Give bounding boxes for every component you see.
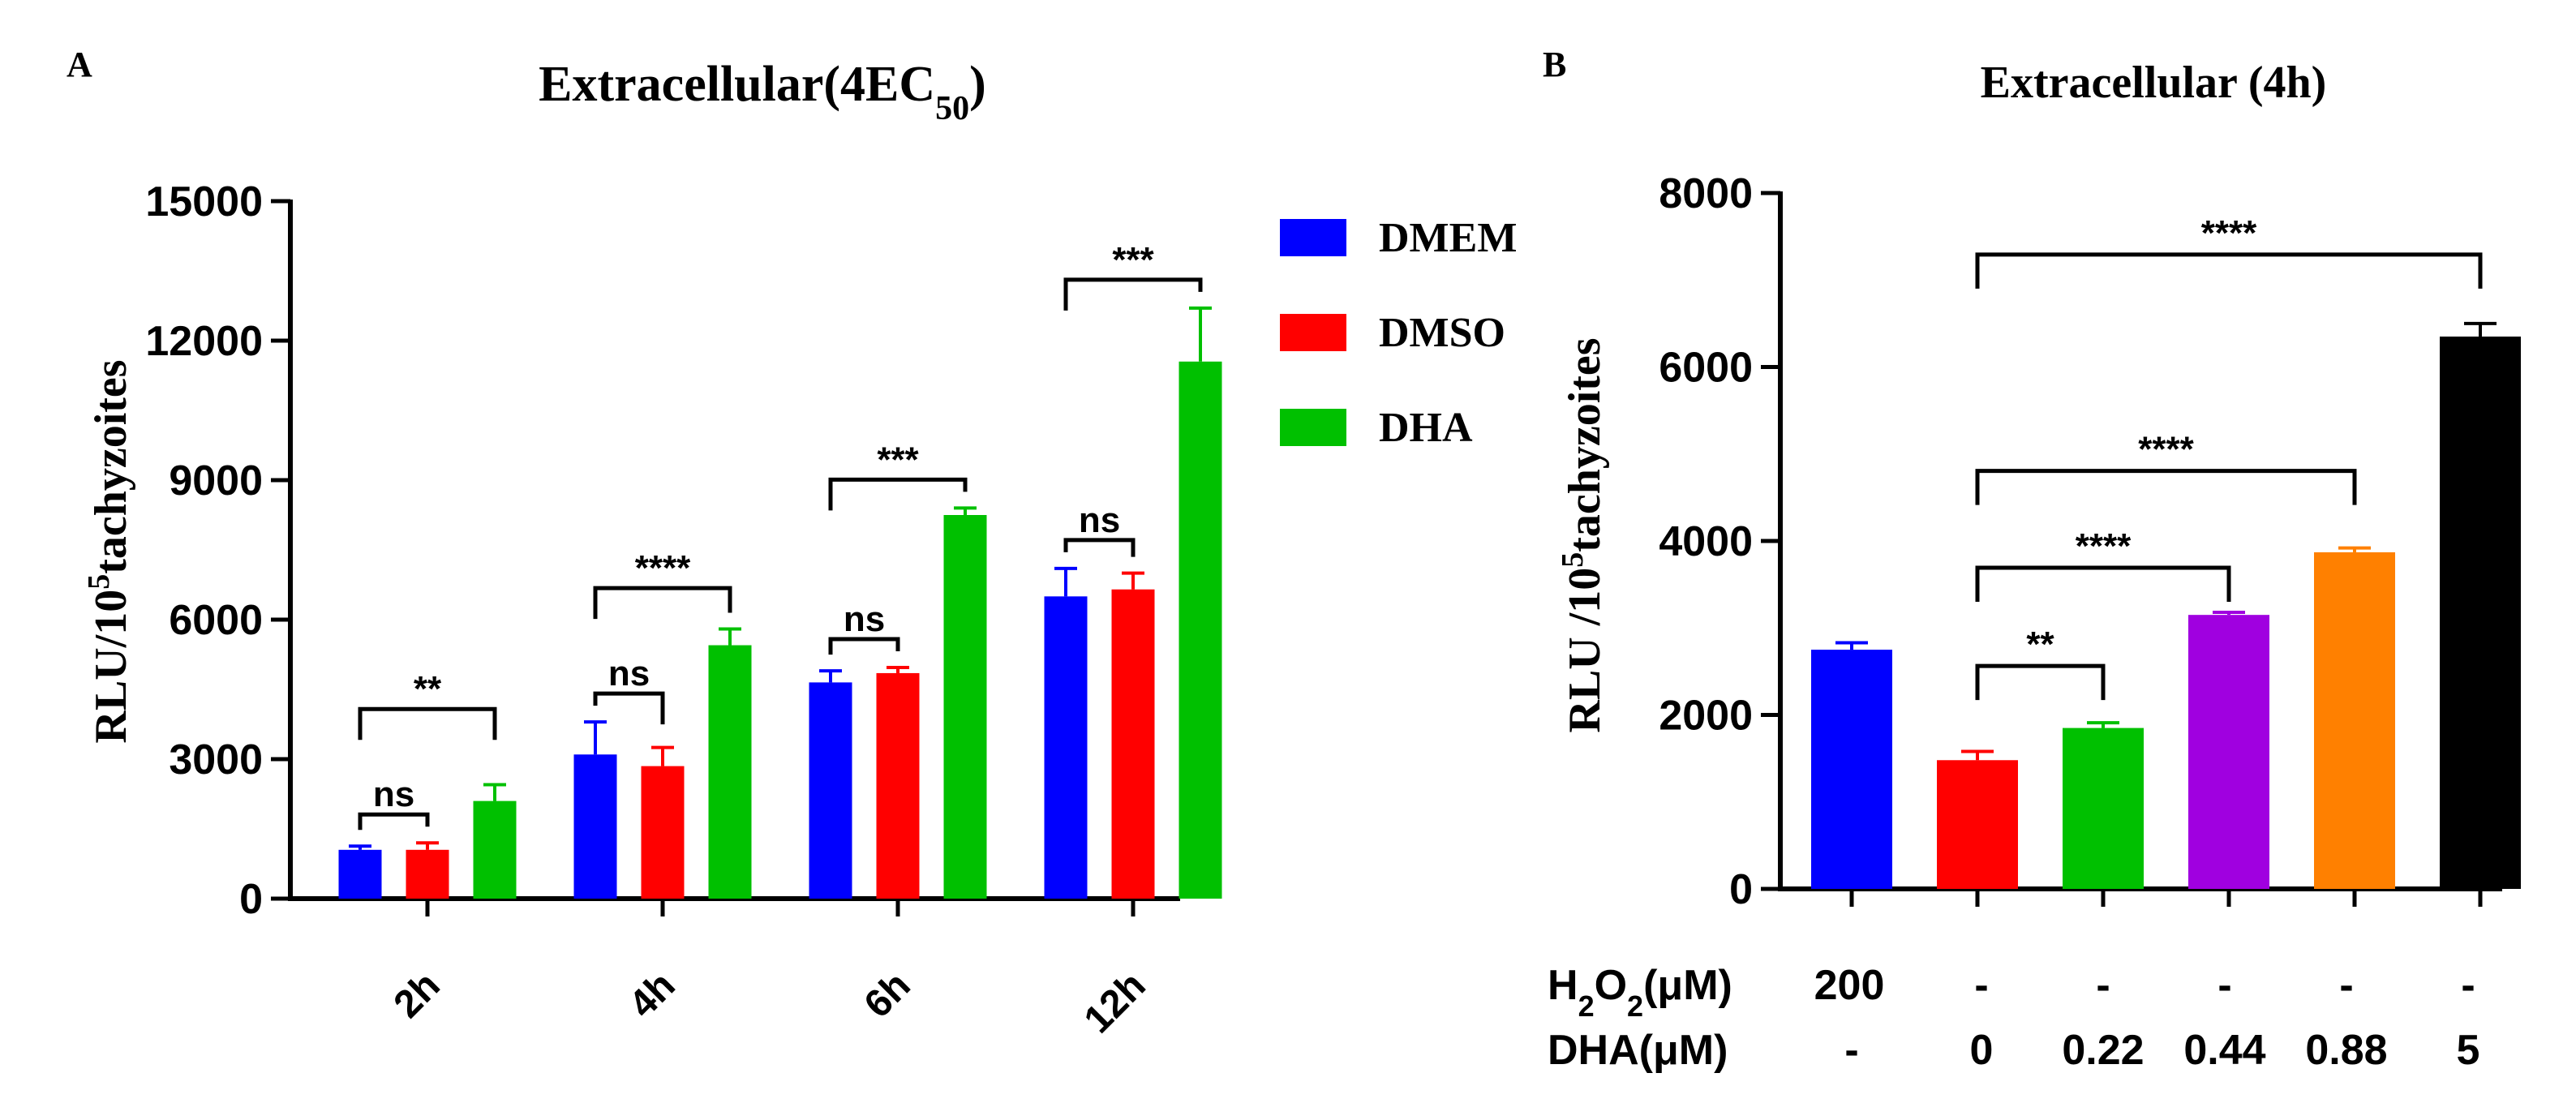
panel-a-label: A <box>67 45 92 84</box>
panel-b-significance-label: **** <box>2201 213 2257 253</box>
panel-a-y-tick-label: 12000 <box>145 318 263 365</box>
panel-a-y-tick-label: 3000 <box>169 736 263 783</box>
panel-a-x-tick-label: 6h <box>857 964 919 1026</box>
panel-a-x-tick-label: 4h <box>621 964 684 1026</box>
panel-a-x-tick-label: 2h <box>386 964 449 1026</box>
panel-a-significance-bracket <box>593 691 665 725</box>
panel-a-legend-swatch-dmem <box>1280 219 1346 256</box>
panel-a-bar-dmem <box>573 754 617 899</box>
panel-b-title: Extracellular (4h) <box>1981 58 2327 108</box>
panel-a-bar-dmem <box>809 682 852 899</box>
panel-b-table-value: - <box>1974 962 1988 1009</box>
panel-b-significance-label: **** <box>2138 430 2194 470</box>
panel-b-bar <box>1937 760 2018 889</box>
panel-a-y-tick-label: 9000 <box>169 457 263 504</box>
panel-b-row-label-o: O <box>1595 962 1627 1009</box>
panel-a-title-subscript: 50 <box>935 90 969 127</box>
panel-b-row-label-h2o2: H2O2(μM) <box>1548 962 1732 1023</box>
panel-b-table-value: 0.44 <box>2183 1027 2265 1074</box>
panel-a-bar-dha <box>473 801 517 899</box>
panel-b-bar <box>2188 615 2269 889</box>
panel-b-bar <box>2063 728 2144 889</box>
panel-a-legend-label: DMEM <box>1379 215 1517 261</box>
panel-b-significance-bracket <box>1975 252 2483 289</box>
panel-b-table-value: - <box>2096 962 2110 1009</box>
panel-a-significance-bracket <box>593 586 732 620</box>
panel-a-bar-dha <box>943 515 987 899</box>
panel-b-y-tick-label: 0 <box>1729 866 1753 913</box>
panel-a-significance-label: ns <box>1079 500 1120 540</box>
panel-a-legend-swatch-dha <box>1280 409 1346 446</box>
panel-a-y-tick-label: 0 <box>239 876 263 923</box>
panel-b-table-value: - <box>2461 962 2475 1009</box>
panel-a-bar-dmso <box>1111 589 1155 899</box>
panel-b-table-value: - <box>2339 962 2353 1009</box>
panel-b-y-axis-label: RLU /105tachyzoites <box>1556 337 1610 732</box>
panel-a-significance-label: ns <box>844 599 885 639</box>
panel-b-table-value: 5 <box>2457 1027 2480 1074</box>
panel-a-bar-dmso <box>876 672 920 899</box>
panel-a-significance-bracket <box>358 706 497 740</box>
panel-a-title: Extracellular(4EC50) <box>539 57 986 127</box>
panel-a-x-tick-label: 12h <box>1076 964 1154 1041</box>
panel-b-table-value: - <box>2218 962 2231 1009</box>
panel-a-bar-dmso <box>406 849 449 899</box>
panel-a-significance-label: ns <box>608 654 650 693</box>
panel-b-y-tick-label: 6000 <box>1659 345 1753 392</box>
panel-b-y-tick-label: 4000 <box>1659 518 1753 565</box>
panel-a-significance-label: **** <box>635 548 691 588</box>
panel-b-y-label-sup: 5 <box>1556 552 1590 568</box>
panel-a-significance-bracket <box>1063 538 1136 557</box>
panel-a-legend-label: DHA <box>1379 405 1473 451</box>
panel-b-significance-label: ** <box>2026 625 2054 664</box>
panel-b-row-label-unit: (μM) <box>1643 962 1732 1009</box>
panel-b-y-label-tail: tachyzoites <box>1560 337 1610 552</box>
panel-b-table-value: - <box>1844 1027 1858 1074</box>
panel-a-significance-bracket <box>828 637 900 655</box>
panel-a-bar-dha <box>1179 361 1222 899</box>
panel-a-significance-label: *** <box>877 440 919 479</box>
panel-a-significance-label: *** <box>1112 240 1154 280</box>
panel-b-significance-bracket <box>1975 469 2357 505</box>
panel-b-bar <box>1811 650 1892 889</box>
panel-b-significance-bracket <box>1975 663 2106 701</box>
panel-a-bar-dmso <box>641 766 685 899</box>
panel-b-row-label-sub: 2 <box>1627 989 1643 1023</box>
panel-a-y-tick-label: 6000 <box>169 597 263 644</box>
panel-b-row-label-h: H <box>1548 962 1578 1009</box>
panel-a-title-text: Extracellular(4EC <box>539 57 935 112</box>
panel-a-title-close: ) <box>969 57 986 112</box>
panel-b-significance-bracket <box>1975 565 2231 602</box>
panel-a-legend-swatch-dmso <box>1280 314 1346 351</box>
panel-b-table-value: 200 <box>1814 962 1885 1009</box>
panel-b-y-label-text: RLU /10 <box>1560 568 1610 733</box>
panel-b-significance-label: **** <box>2076 526 2132 566</box>
panel-a-bar-dmem <box>1044 596 1088 899</box>
panel-b-y-tick-label: 8000 <box>1659 170 1753 217</box>
panel-a-bar-dmem <box>338 849 382 899</box>
panel-a-y-label-text: RLU/10 <box>86 590 136 744</box>
panel-a-y-tick-label: 15000 <box>145 178 263 225</box>
panel-a-y-label-tail: tachyzoites <box>86 359 136 573</box>
panel-a-significance-bracket <box>828 477 968 511</box>
panel-b-table-value: 0.88 <box>2305 1027 2387 1074</box>
panel-a-bar-dha <box>708 645 752 899</box>
panel-a-significance-bracket <box>358 812 430 831</box>
panel-b-bar <box>2314 552 2395 889</box>
panel-b-table-value: 0 <box>1970 1027 1994 1074</box>
panel-a-legend-label: DMSO <box>1379 310 1505 356</box>
panel-b-row-label-sub: 2 <box>1578 989 1595 1023</box>
panel-a-y-label-sup: 5 <box>82 574 116 590</box>
panel-b-bar <box>2440 336 2521 889</box>
panel-a-y-axis-label: RLU/105tachyzoites <box>82 359 136 743</box>
panel-b-y-tick-label: 2000 <box>1659 693 1753 740</box>
panel-b-label: B <box>1543 45 1566 84</box>
panel-b-table-value: 0.22 <box>2062 1027 2144 1074</box>
panel-a-significance-label: ** <box>414 669 442 709</box>
panel-b-row-label-dha: DHA(μM) <box>1548 1027 1728 1074</box>
panel-a-significance-bracket <box>1063 277 1203 311</box>
panel-a-significance-label: ns <box>373 775 414 814</box>
